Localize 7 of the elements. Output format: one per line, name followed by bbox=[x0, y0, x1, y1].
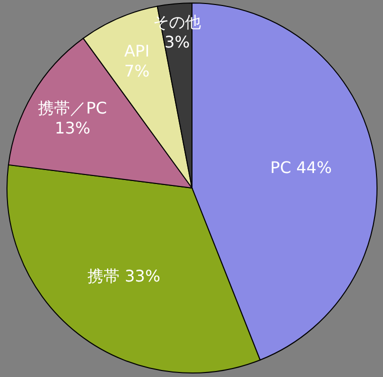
slice-label: 携帯 33% bbox=[88, 266, 160, 286]
slice-label: 携帯／PC bbox=[38, 98, 107, 118]
slice-label: API bbox=[124, 42, 150, 61]
data-label: 7% bbox=[124, 62, 150, 81]
slice-label: PC 44% bbox=[270, 158, 332, 178]
data-label: 3% bbox=[164, 32, 190, 52]
data-label: 13% bbox=[54, 118, 90, 138]
